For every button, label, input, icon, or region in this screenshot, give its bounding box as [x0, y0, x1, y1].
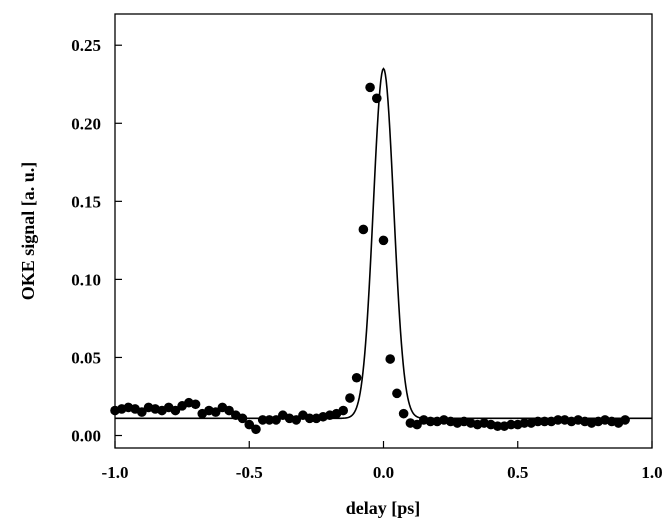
- x-tick-label: 1.0: [641, 463, 662, 482]
- data-point: [492, 421, 503, 431]
- data-point: [392, 388, 402, 399]
- data-point: [237, 413, 248, 424]
- data-point: [533, 416, 543, 427]
- data-point: [257, 415, 268, 425]
- tick-layer: -1.0 -0.5 0.0 0.5 1.0 0.00 0.05 0.10 0.15 0.20 0.2…: [71, 36, 662, 482]
- y-tick-label: 0.25: [71, 36, 101, 55]
- data-point: [190, 399, 201, 410]
- data-point: [506, 419, 516, 430]
- data-point: [304, 413, 315, 424]
- x-tick-label: 0.0: [373, 463, 394, 482]
- data-point: [291, 415, 302, 425]
- x-tick-label: 0.5: [507, 463, 528, 482]
- data-point: [358, 224, 369, 235]
- data-point: [385, 354, 396, 364]
- data-point: [338, 405, 349, 416]
- data-point: [345, 393, 355, 403]
- data-point: [620, 415, 630, 425]
- data-point: [398, 408, 409, 419]
- data-point: [371, 93, 382, 104]
- data-point: [224, 405, 234, 416]
- data-point: [412, 419, 422, 430]
- data-point: [251, 424, 261, 435]
- data-point: [425, 416, 436, 427]
- y-axis-label: OKE signal [a. u.]: [18, 162, 38, 301]
- data-point: [244, 419, 255, 430]
- y-tick-label: 0.20: [71, 114, 101, 133]
- data-point: [271, 415, 281, 425]
- data-point: [539, 416, 550, 427]
- data-point: [378, 235, 389, 246]
- data-point: [365, 82, 375, 93]
- data-point: [137, 407, 147, 417]
- data-point: [519, 418, 530, 428]
- y-tick-label: 0.05: [71, 348, 101, 367]
- plot-frame: [114, 13, 653, 449]
- data-point: [210, 407, 221, 417]
- x-axis-label: delay [ps]: [346, 498, 421, 518]
- data-point: [351, 372, 362, 383]
- data-point: [170, 405, 181, 416]
- y-tick-label: 0.00: [71, 427, 101, 446]
- y-tick-label: 0.15: [71, 192, 101, 211]
- x-tick-label: -0.5: [236, 463, 263, 482]
- x-tick-label: -1.0: [102, 463, 129, 482]
- y-tick-label: 0.10: [71, 270, 101, 289]
- data-point: [264, 415, 275, 425]
- marker-layer: [110, 82, 630, 435]
- data-point: [553, 415, 563, 425]
